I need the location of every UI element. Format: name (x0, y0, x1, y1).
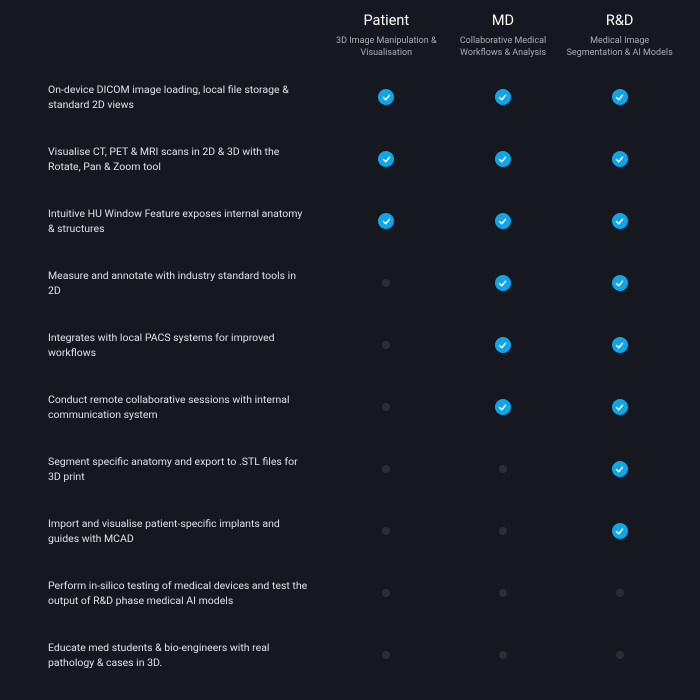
feature-cell (328, 403, 445, 411)
check-icon (495, 337, 511, 353)
table-body: On-device DICOM image loading, local fil… (48, 65, 678, 685)
feature-cell (561, 89, 678, 105)
feature-cell (328, 589, 445, 597)
table-row: Segment specific anatomy and export to .… (48, 437, 678, 499)
feature-cell (328, 279, 445, 287)
unavailable-icon (499, 651, 507, 659)
feature-cell (561, 213, 678, 229)
table-header: Patient 3D Image Manipulation & Visualis… (48, 12, 678, 59)
unavailable-icon (382, 465, 390, 473)
unavailable-icon (499, 589, 507, 597)
feature-label: On-device DICOM image loading, local fil… (48, 82, 328, 112)
plan-title: R&D (565, 12, 674, 29)
feature-cell (561, 337, 678, 353)
feature-cell (445, 527, 562, 535)
plan-subtitle: Collaborative Medical Workflows & Analys… (449, 35, 558, 59)
check-icon (612, 337, 628, 353)
check-icon (612, 151, 628, 167)
plan-subtitle: Medical Image Segmentation & AI Models (565, 35, 674, 59)
table-row: Import and visualise patient-specific im… (48, 499, 678, 561)
feature-cell (561, 589, 678, 597)
feature-cell (561, 523, 678, 539)
check-icon (378, 151, 394, 167)
unavailable-icon (499, 527, 507, 535)
unavailable-icon (382, 341, 390, 349)
plan-header-md: MD Collaborative Medical Workflows & Ana… (445, 12, 562, 59)
plan-header-rnd: R&D Medical Image Segmentation & AI Mode… (561, 12, 678, 59)
comparison-table: Patient 3D Image Manipulation & Visualis… (0, 0, 700, 700)
feature-label: Educate med students & bio-engineers wit… (48, 640, 328, 670)
check-icon (495, 89, 511, 105)
check-icon (612, 461, 628, 477)
table-row: Educate med students & bio-engineers wit… (48, 623, 678, 685)
check-icon (612, 523, 628, 539)
table-row: Integrates with local PACS systems for i… (48, 313, 678, 375)
feature-cell (445, 399, 562, 415)
feature-label: Import and visualise patient-specific im… (48, 516, 328, 546)
feature-label: Intuitive HU Window Feature exposes inte… (48, 206, 328, 236)
feature-cell (328, 213, 445, 229)
unavailable-icon (382, 403, 390, 411)
plan-title: Patient (332, 12, 441, 29)
feature-cell (561, 651, 678, 659)
check-icon (495, 151, 511, 167)
unavailable-icon (616, 651, 624, 659)
feature-cell (445, 275, 562, 291)
check-icon (495, 213, 511, 229)
table-row: Measure and annotate with industry stand… (48, 251, 678, 313)
feature-cell (445, 213, 562, 229)
unavailable-icon (382, 279, 390, 287)
table-row: Conduct remote collaborative sessions wi… (48, 375, 678, 437)
plan-title: MD (449, 12, 558, 29)
feature-cell (561, 399, 678, 415)
feature-cell (328, 465, 445, 473)
feature-cell (445, 589, 562, 597)
feature-cell (445, 151, 562, 167)
unavailable-icon (382, 651, 390, 659)
feature-cell (445, 651, 562, 659)
plan-header-patient: Patient 3D Image Manipulation & Visualis… (328, 12, 445, 59)
feature-cell (561, 461, 678, 477)
unavailable-icon (382, 589, 390, 597)
feature-cell (328, 341, 445, 349)
feature-cell (445, 337, 562, 353)
feature-cell (445, 465, 562, 473)
feature-label: Conduct remote collaborative sessions wi… (48, 392, 328, 422)
feature-cell (561, 151, 678, 167)
feature-label: Visualise CT, PET & MRI scans in 2D & 3D… (48, 144, 328, 174)
check-icon (612, 213, 628, 229)
table-row: Perform in-silico testing of medical dev… (48, 561, 678, 623)
feature-label: Measure and annotate with industry stand… (48, 268, 328, 298)
plan-subtitle: 3D Image Manipulation & Visualisation (332, 35, 441, 59)
check-icon (378, 89, 394, 105)
unavailable-icon (616, 589, 624, 597)
feature-label: Segment specific anatomy and export to .… (48, 454, 328, 484)
table-row: On-device DICOM image loading, local fil… (48, 65, 678, 127)
feature-cell (445, 89, 562, 105)
table-row: Intuitive HU Window Feature exposes inte… (48, 189, 678, 251)
feature-cell (328, 527, 445, 535)
feature-cell (561, 275, 678, 291)
feature-label: Perform in-silico testing of medical dev… (48, 578, 328, 608)
check-icon (378, 213, 394, 229)
feature-cell (328, 651, 445, 659)
check-icon (495, 399, 511, 415)
table-row: Visualise CT, PET & MRI scans in 2D & 3D… (48, 127, 678, 189)
feature-cell (328, 151, 445, 167)
unavailable-icon (499, 465, 507, 473)
check-icon (612, 89, 628, 105)
check-icon (495, 275, 511, 291)
feature-cell (328, 89, 445, 105)
unavailable-icon (382, 527, 390, 535)
check-icon (612, 399, 628, 415)
feature-label: Integrates with local PACS systems for i… (48, 330, 328, 360)
check-icon (612, 275, 628, 291)
